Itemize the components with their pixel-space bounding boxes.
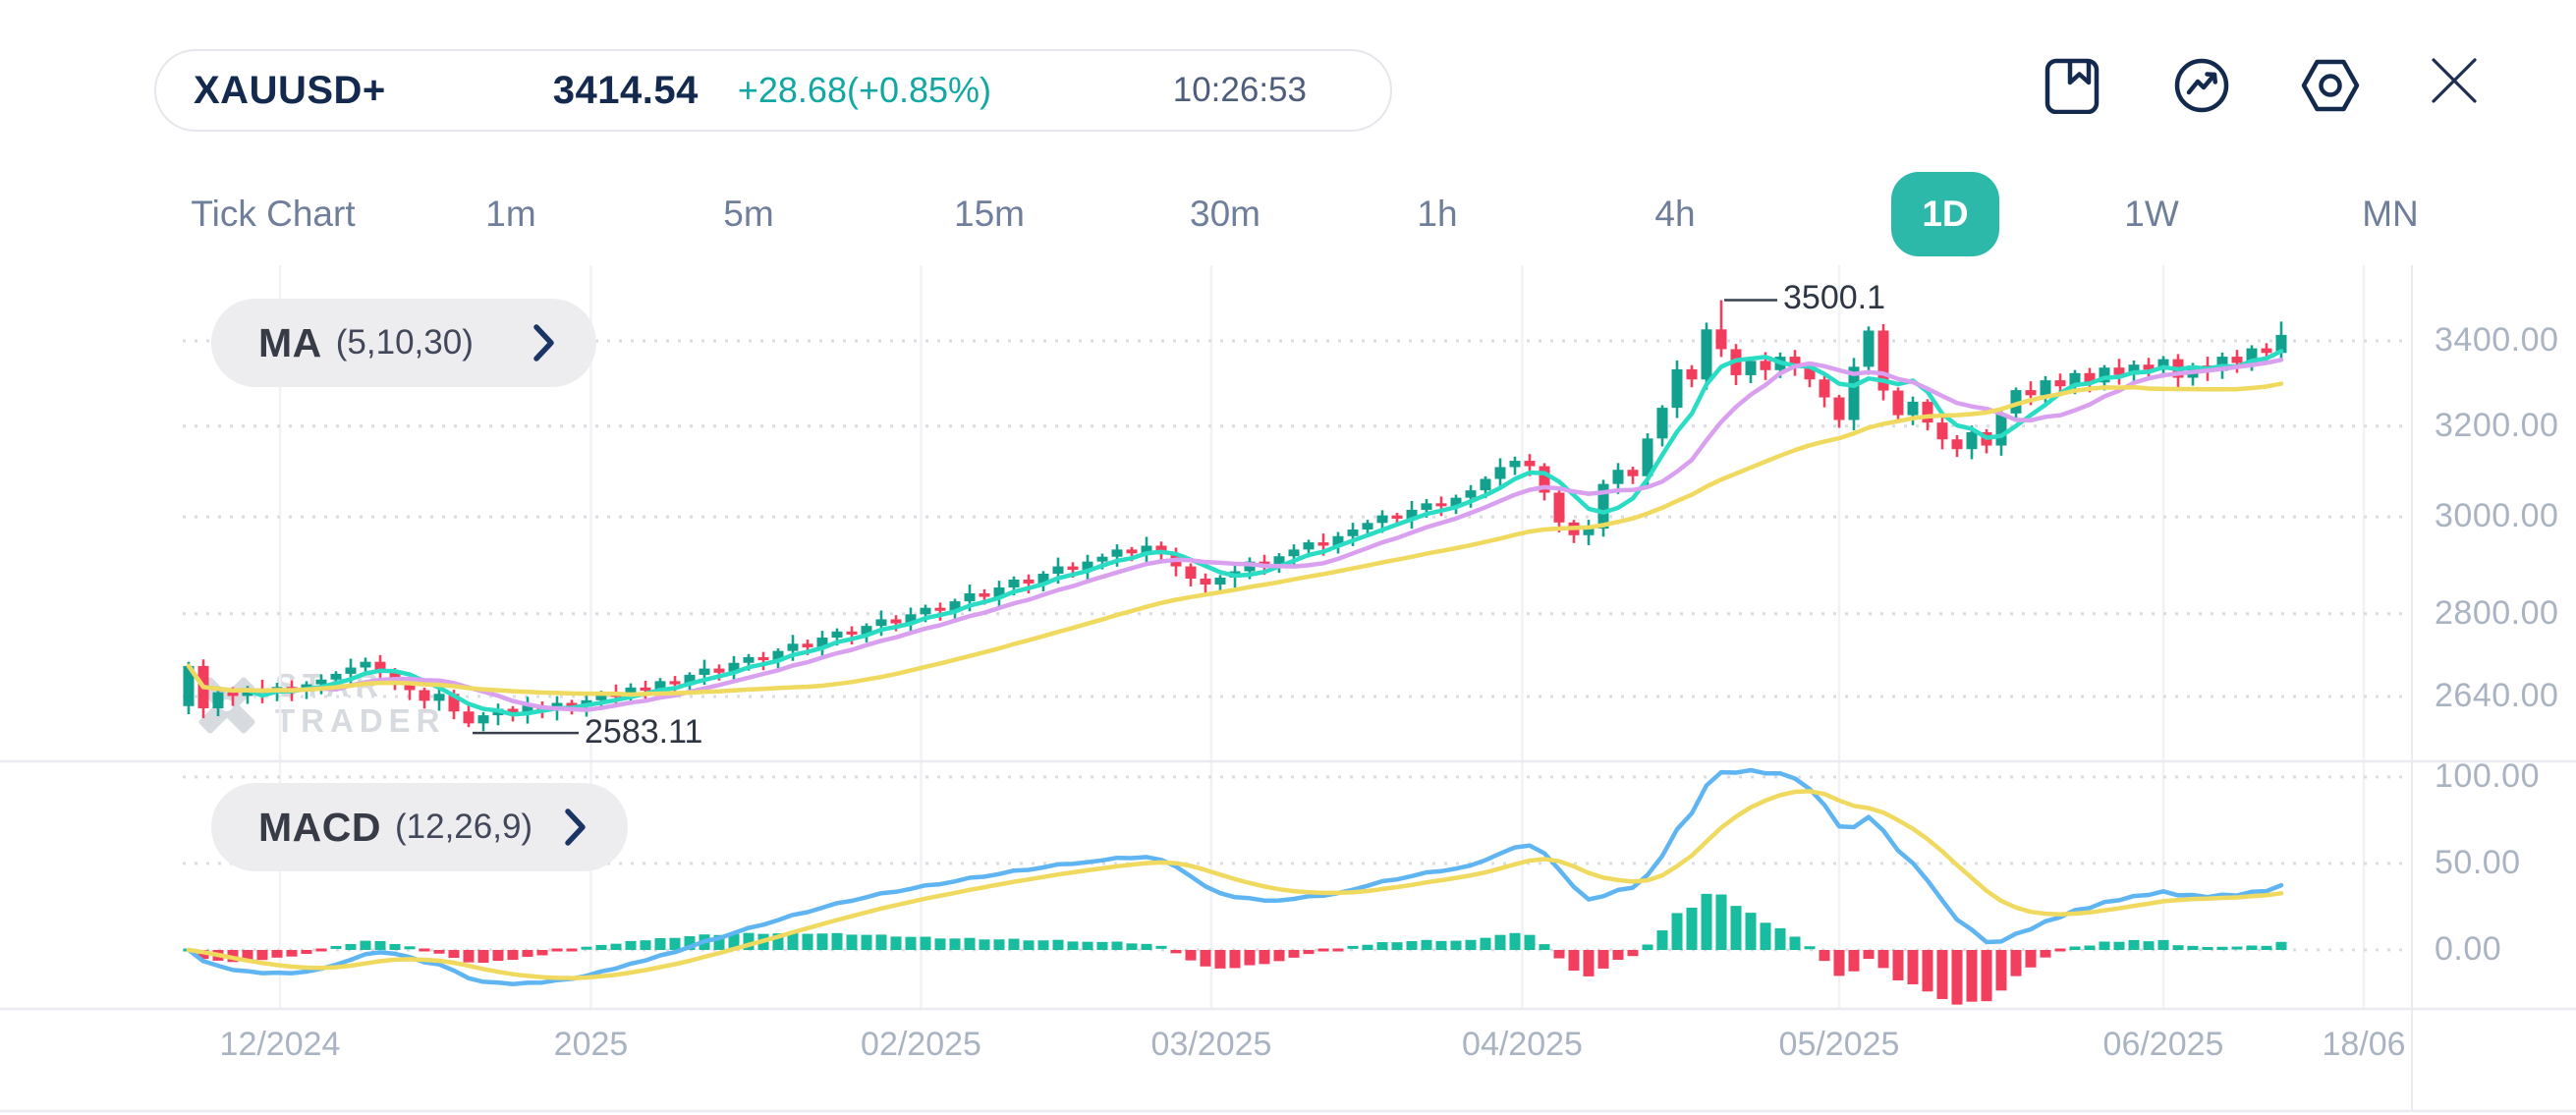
ma10-line xyxy=(186,358,2284,712)
macd-indicator-params: (12,26,9) xyxy=(394,808,533,846)
tab-30m[interactable]: 30m xyxy=(1190,194,1260,234)
trend-circle-icon[interactable] xyxy=(2173,57,2230,114)
macd-line xyxy=(186,767,2284,986)
tab-mn[interactable]: MN xyxy=(2362,194,2419,234)
tab-1d[interactable]: 1D xyxy=(1891,172,1999,256)
tab-15m[interactable]: 15m xyxy=(954,194,1025,234)
time-tick-label: 03/2025 xyxy=(1150,1026,1272,1063)
chevron-right-icon xyxy=(533,324,554,362)
macd-indicator-name: MACD xyxy=(258,804,381,850)
close-icon[interactable] xyxy=(2431,57,2478,104)
price-change: +28.68(+0.85%) xyxy=(737,70,992,110)
time-tick-label: 06/2025 xyxy=(2102,1026,2224,1063)
ma-indicator-button[interactable]: MA (5,10,30) xyxy=(211,299,596,387)
price-tick-label: 2640.00 xyxy=(2435,677,2559,714)
quote-time: 10:26:53 xyxy=(1172,71,1307,109)
annotation-lines xyxy=(473,299,1777,735)
macd-tick-label: 100.00 xyxy=(2435,757,2540,795)
symbol-name: XAUUSD+ xyxy=(194,68,386,112)
price-tick-label: 2800.00 xyxy=(2435,593,2559,632)
time-tick-label: 02/2025 xyxy=(861,1026,981,1063)
price-tick-label: 3000.00 xyxy=(2435,497,2559,535)
price-panel xyxy=(183,300,2287,732)
time-tick-label: 05/2025 xyxy=(1778,1026,1900,1063)
macd-tick-label: 0.00 xyxy=(2435,930,2502,968)
tab-4h[interactable]: 4h xyxy=(1654,194,1696,234)
macd-panel xyxy=(183,767,2287,1005)
low-price-annotation: 2583.11 xyxy=(585,713,703,752)
tab-5m[interactable]: 5m xyxy=(723,194,774,234)
time-tick-label: 18/06 xyxy=(2322,1026,2406,1063)
macd-signal-line xyxy=(186,789,2284,980)
tab-1h[interactable]: 1h xyxy=(1417,194,1458,234)
macd-indicator-button[interactable]: MACD (12,26,9) xyxy=(211,783,628,871)
bookmark-icon[interactable] xyxy=(2044,57,2100,114)
ma-indicator-name: MA xyxy=(258,319,322,365)
ma30-line xyxy=(186,381,2284,697)
tab-1w[interactable]: 1W xyxy=(2124,194,2179,234)
ma5-line xyxy=(186,349,2284,717)
high-price-annotation: 3500.1 xyxy=(1783,279,1885,317)
tab-tick-chart[interactable]: Tick Chart xyxy=(191,194,356,234)
timeframe-tabs: Tick Chart 1m 5m 15m 30m 1h 4h 1D 1W MN xyxy=(0,169,2576,259)
time-tick-label: 2025 xyxy=(553,1026,629,1063)
time-tick-label: 04/2025 xyxy=(1462,1026,1583,1063)
macd-tick-label: 50.00 xyxy=(2435,844,2521,881)
tab-1m[interactable]: 1m xyxy=(485,194,536,234)
ma-indicator-params: (5,10,30) xyxy=(335,323,474,362)
chevron-right-icon xyxy=(565,808,586,846)
price-tick-label: 3200.00 xyxy=(2435,406,2559,444)
last-price: 3414.54 xyxy=(552,68,699,112)
time-tick-label: 12/2024 xyxy=(219,1026,341,1063)
watermark-line2: TRADER xyxy=(275,702,446,739)
settings-hex-icon[interactable] xyxy=(2301,57,2360,114)
symbol-header: XAUUSD+ 3414.54 +28.68(+0.85%) 10:26:53 xyxy=(154,49,1392,132)
gridlines xyxy=(0,265,2576,1113)
price-tick-label: 3400.00 xyxy=(2435,321,2559,359)
